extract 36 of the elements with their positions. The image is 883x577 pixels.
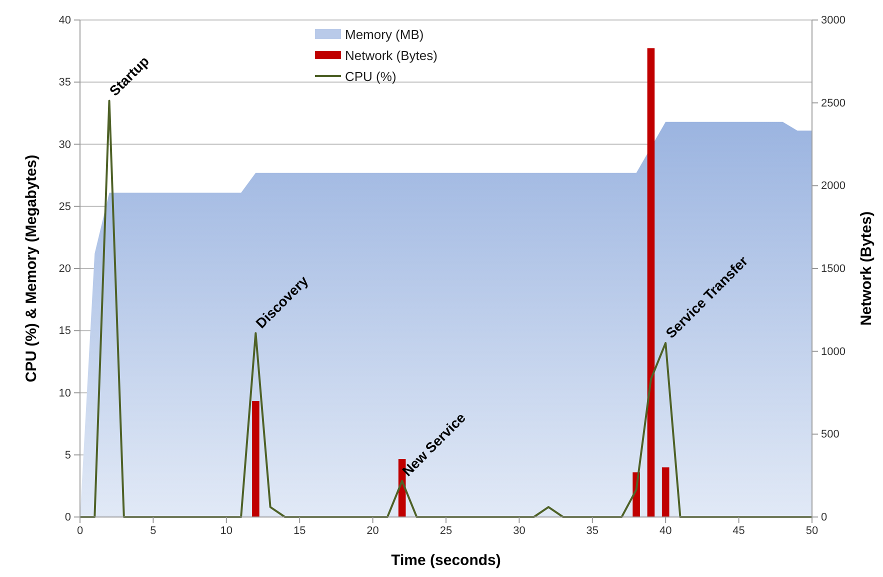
y-axis-title: CPU (%) & Memory (Megabytes) <box>23 154 40 382</box>
x-tick-label: 35 <box>586 524 599 537</box>
x-tick-label: 45 <box>732 524 745 537</box>
y2-axis-title: Network (Bytes) <box>858 211 875 326</box>
x-tick-label: 0 <box>76 524 84 537</box>
y-tick-label: 25 <box>58 200 71 213</box>
y-tick-label: 0 <box>64 512 71 524</box>
legend-label: Memory (MB) <box>345 27 424 42</box>
y-tick-label: 10 <box>58 387 71 400</box>
legend-label: CPU (%) <box>345 69 396 84</box>
x-tick-label: 50 <box>806 524 818 537</box>
x-tick-label: 40 <box>659 524 672 537</box>
bar <box>252 401 260 517</box>
y2-tick-label: 500 <box>821 428 840 441</box>
y-tick-label: 30 <box>58 138 71 151</box>
y2-tick-label: 2000 <box>821 180 846 192</box>
y-tick-label: 15 <box>58 325 71 338</box>
x-tick-label: 25 <box>440 524 452 537</box>
y-tick-label: 5 <box>64 449 71 462</box>
bar <box>662 467 670 517</box>
x-tick-label: 10 <box>220 524 233 537</box>
x-tick-label: 5 <box>150 524 156 537</box>
y-tick-label: 20 <box>58 263 71 276</box>
bar <box>647 48 655 517</box>
y-tick-label: 40 <box>58 14 71 27</box>
y2-tick-label: 3000 <box>821 14 846 27</box>
y2-tick-label: 0 <box>821 512 828 524</box>
legend-label: Network (Bytes) <box>345 48 438 63</box>
y2-tick-label: 2500 <box>821 97 846 110</box>
x-tick-label: 15 <box>293 524 306 537</box>
x-tick-label: 20 <box>366 524 379 537</box>
y2-tick-label: 1000 <box>821 346 846 358</box>
y-tick-label: 35 <box>58 76 71 89</box>
x-axis-title: Time (seconds) <box>391 552 501 569</box>
x-tick-label: 30 <box>513 524 526 537</box>
y2-tick-label: 1500 <box>821 263 846 276</box>
